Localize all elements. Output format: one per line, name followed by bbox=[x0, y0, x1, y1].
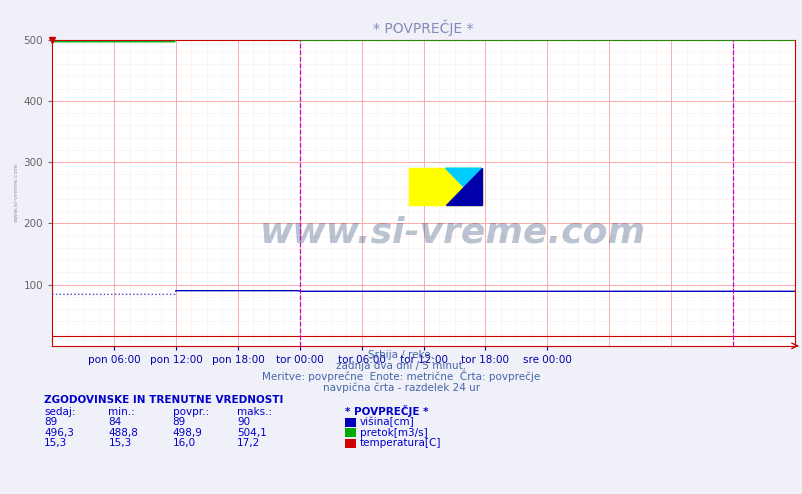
Text: 504,1: 504,1 bbox=[237, 428, 266, 438]
Text: ZGODOVINSKE IN TRENUTNE VREDNOSTI: ZGODOVINSKE IN TRENUTNE VREDNOSTI bbox=[44, 395, 283, 405]
Text: temperatura[C]: temperatura[C] bbox=[359, 438, 440, 448]
Text: sedaj:: sedaj: bbox=[44, 407, 75, 417]
Text: 15,3: 15,3 bbox=[108, 438, 132, 448]
Text: navpična črta - razdelek 24 ur: navpična črta - razdelek 24 ur bbox=[322, 382, 480, 393]
Text: 90: 90 bbox=[237, 417, 249, 427]
Text: 496,3: 496,3 bbox=[44, 428, 74, 438]
Bar bbox=[409, 168, 481, 205]
Text: 89: 89 bbox=[172, 417, 186, 427]
Text: 89: 89 bbox=[44, 417, 58, 427]
Text: 498,9: 498,9 bbox=[172, 428, 202, 438]
Text: višina[cm]: višina[cm] bbox=[359, 417, 414, 427]
Text: 488,8: 488,8 bbox=[108, 428, 138, 438]
Text: 15,3: 15,3 bbox=[44, 438, 67, 448]
Text: 17,2: 17,2 bbox=[237, 438, 260, 448]
Text: povpr.:: povpr.: bbox=[172, 407, 209, 417]
Text: www.si-vreme.com: www.si-vreme.com bbox=[260, 215, 646, 249]
Text: Srbija / reke.: Srbija / reke. bbox=[368, 350, 434, 360]
Polygon shape bbox=[445, 168, 481, 205]
Text: Meritve: povprečne  Enote: metrične  Črta: povprečje: Meritve: povprečne Enote: metrične Črta:… bbox=[262, 370, 540, 382]
Text: pretok[m3/s]: pretok[m3/s] bbox=[359, 428, 427, 438]
Polygon shape bbox=[445, 168, 481, 205]
Text: maks.:: maks.: bbox=[237, 407, 272, 417]
Text: zadnja dva dni / 5 minut.: zadnja dva dni / 5 minut. bbox=[336, 361, 466, 371]
Text: * POVPREČJE *: * POVPREČJE * bbox=[345, 405, 428, 417]
Text: min.:: min.: bbox=[108, 407, 135, 417]
Text: 16,0: 16,0 bbox=[172, 438, 196, 448]
Text: 84: 84 bbox=[108, 417, 122, 427]
Title: * POVPREČJE *: * POVPREČJE * bbox=[373, 19, 473, 36]
Text: www.si-vreme.com: www.si-vreme.com bbox=[14, 163, 18, 222]
